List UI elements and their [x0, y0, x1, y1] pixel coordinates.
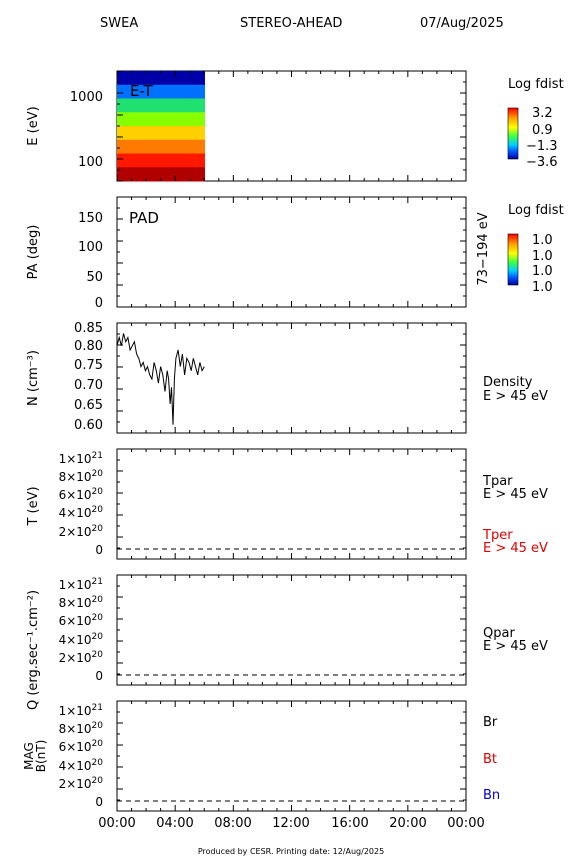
density-ytick-0.85: 0.85: [74, 321, 103, 336]
date-title: 07/Aug/2025: [420, 16, 504, 31]
energy-band-cell: [117, 126, 205, 141]
pad-colorbar-label-3: 1.0: [532, 264, 553, 279]
energy-time-spectrogram: [117, 71, 205, 182]
et-colorbar-label-4: −3.6: [526, 155, 558, 170]
heatflux-y-tick-labels: 1×1021 8×1020 6×1020 4×1020 2×1020 0: [59, 577, 104, 683]
bt-label: Bt: [483, 752, 497, 767]
tpar-energy-label: E > 45 eV: [483, 487, 548, 502]
pad-panel-frame: [116, 196, 467, 308]
pad-ytick-150: 150: [78, 211, 103, 226]
heatflux-ytick-label: 4×1020: [59, 632, 104, 647]
heatflux-ytick-label: 0: [95, 669, 103, 683]
br-label: Br: [483, 715, 498, 730]
mag-ytick-label: 2×1020: [59, 776, 104, 791]
pad-inset-label: PAD: [129, 209, 159, 227]
heatflux-ytick-label: 6×1020: [59, 613, 104, 628]
density-ytick-0.80: 0.80: [74, 339, 103, 354]
axis-tick-marks: [116, 70, 467, 812]
energy-band-cell: [117, 71, 205, 86]
density-ytick-0.60: 0.60: [74, 418, 103, 433]
heatflux-ytick-label: 1×1021: [59, 577, 103, 592]
density-ytick-0.75: 0.75: [74, 358, 103, 373]
mag-ytick-label: 8×1020: [59, 721, 104, 736]
time-tick-label: 04:00: [156, 816, 193, 831]
pad-energy-range-label: 73−194 eV: [476, 212, 491, 285]
temperature-y-tick-labels: 1×1021 8×1020 6×1020 4×1020 2×1020 0: [59, 451, 104, 557]
et-inset-label: E-T: [130, 82, 154, 100]
et-colorbar-label-2: 0.9: [532, 123, 553, 138]
temperature-ytick-label: 4×1020: [59, 505, 104, 520]
mag-y-tick-labels: 1×1021 8×1020 6×1020 4×1020 2×1020 0: [59, 703, 104, 809]
mag-panel-frame: [116, 700, 467, 812]
et-colorbar: [507, 107, 519, 160]
time-tick-label: 16:00: [331, 816, 368, 831]
et-ytick-1000: 1000: [70, 90, 103, 105]
mag-ytick-label: 1×1021: [59, 703, 103, 718]
qpar-energy-label: E > 45 eV: [483, 639, 548, 654]
tper-label: Tper: [482, 528, 513, 543]
density-right-label-1: Density: [483, 375, 533, 390]
bn-label: Bn: [483, 788, 500, 803]
heatflux-ytick-label: 2×1020: [59, 650, 104, 665]
mag-ytick-label: 6×1020: [59, 739, 104, 754]
mag-ylabel-line2: B(nT): [34, 740, 48, 773]
mag-ytick-label: 4×1020: [59, 758, 104, 773]
energy-band-cell: [117, 167, 205, 182]
energy-band-cell: [117, 84, 205, 99]
pad-ytick-0: 0: [95, 296, 103, 311]
temperature-ytick-label: 2×1020: [59, 524, 104, 539]
pad-ytick-100: 100: [78, 240, 103, 255]
qpar-label: Qpar: [483, 626, 515, 641]
et-ytick-100: 100: [78, 155, 103, 170]
pad-colorbar-label-2: 1.0: [532, 249, 553, 264]
et-colorbar-title: Log fdist: [508, 77, 564, 92]
time-tick-label: 12:00: [272, 816, 309, 831]
temperature-panel-frame: [116, 448, 467, 560]
pad-ytick-50: 50: [86, 270, 103, 285]
density-right-label-2: E > 45 eV: [483, 389, 548, 404]
instrument-title: SWEA: [100, 16, 138, 31]
footer-credit: Produced by CESR. Printing date: 12/Aug/…: [198, 847, 384, 856]
density-ytick-0.65: 0.65: [74, 398, 103, 413]
temperature-ytick-label: 6×1020: [59, 487, 104, 502]
time-tick-label: 20:00: [389, 816, 426, 831]
density-line: [116, 333, 205, 425]
mag-ytick-label: 0: [95, 795, 103, 809]
et-colorbar-label-1: 3.2: [532, 106, 553, 121]
time-tick-label: 00:00: [98, 816, 135, 831]
energy-band-cell: [117, 112, 205, 127]
heatflux-ylabel: Q (erg.sec⁻¹.cm⁻²): [26, 590, 41, 710]
et-ylabel: E (eV): [26, 106, 41, 145]
heatflux-panel-frame: [116, 574, 467, 686]
temperature-ytick-label: 0: [95, 543, 103, 557]
density-ylabel: N (cm⁻³): [26, 350, 41, 406]
spacecraft-title: STEREO-AHEAD: [240, 16, 342, 31]
temperature-ytick-label: 8×1020: [59, 469, 104, 484]
time-axis-labels: 00:00 04:00 08:00 12:00 16:00 20:00 00:0…: [98, 816, 484, 831]
heatflux-ytick-label: 8×1020: [59, 595, 104, 610]
temperature-ytick-label: 1×1021: [59, 451, 103, 466]
density-ytick-0.70: 0.70: [74, 378, 103, 393]
density-panel-frame: [116, 322, 467, 434]
density-line-series: [116, 333, 205, 425]
pad-ylabel: PA (deg): [26, 225, 41, 280]
temperature-ylabel: T (eV): [26, 486, 41, 526]
tper-energy-label: E > 45 eV: [483, 541, 548, 556]
pad-colorbar-label-1: 1.0: [532, 233, 553, 248]
time-tick-label: 00:00: [447, 816, 484, 831]
pad-colorbar-title: Log fdist: [508, 203, 564, 218]
time-tick-label: 08:00: [214, 816, 251, 831]
pad-colorbar: [507, 233, 519, 286]
mag-ylabel-line1: MAG: [22, 742, 36, 770]
et-colorbar-label-3: −1.3: [526, 139, 558, 154]
pad-colorbar-label-4: 1.0: [532, 280, 553, 295]
tpar-label: Tpar: [482, 474, 513, 489]
energy-band-cell: [117, 98, 205, 113]
energy-band-cell: [117, 153, 205, 168]
energy-band-cell: [117, 139, 205, 154]
